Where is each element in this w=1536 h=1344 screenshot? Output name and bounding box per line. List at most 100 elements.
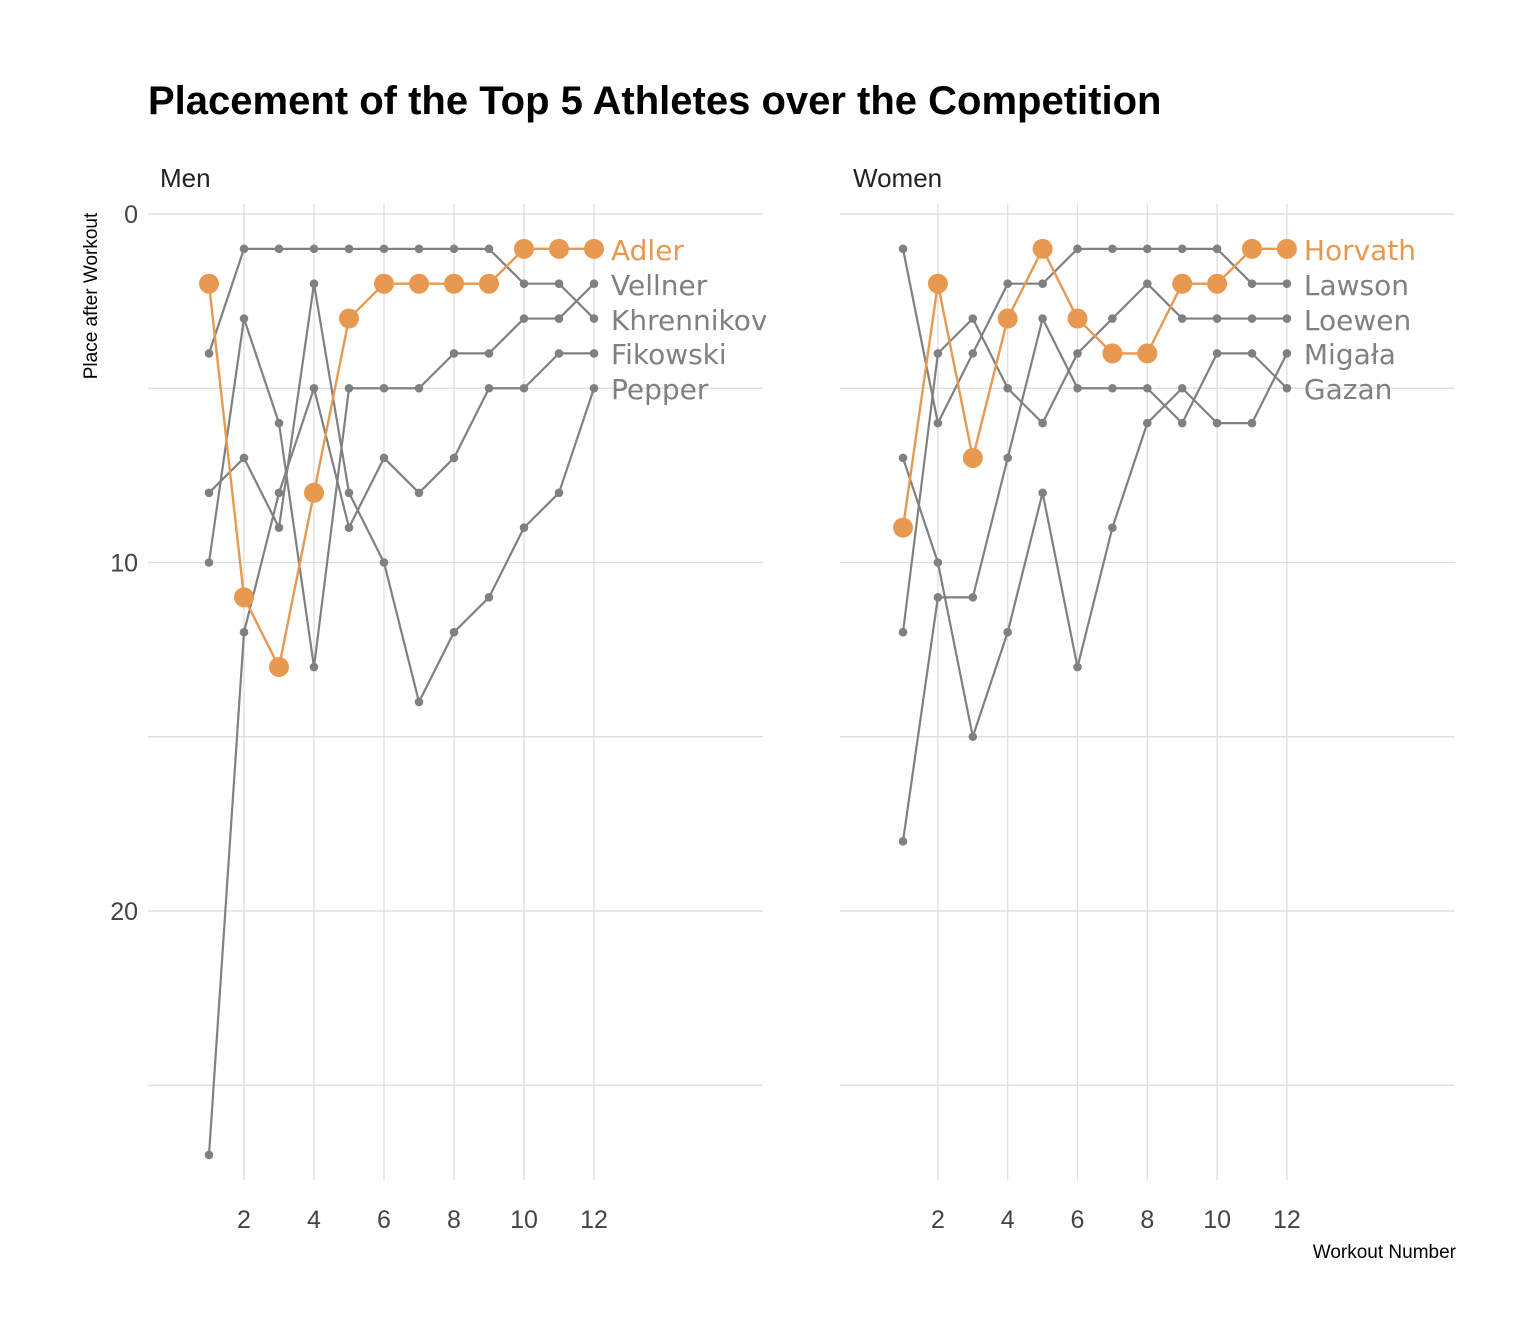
series-fikowski: Fikowski [204, 279, 727, 672]
data-point-horvath [1172, 273, 1193, 294]
data-point-gazan [1212, 349, 1222, 358]
data-point-horvath [962, 447, 983, 468]
data-point-khrennikov [204, 488, 214, 498]
data-point-gazan [1038, 314, 1047, 323]
data-point-loewen [898, 627, 908, 637]
plot-layer: Men 2 4 6 8 10 12 0 10 20 VellnerKhrennikovFikowsk… [110, 163, 1455, 1234]
data-point-gazan [1282, 383, 1292, 393]
data-point-fikowski [449, 349, 459, 358]
x-tick-label: 12 [580, 1206, 608, 1234]
data-point-gazan [968, 593, 978, 602]
data-point-gazan [933, 593, 943, 602]
x-tick-label: 10 [1203, 1206, 1231, 1234]
series-khrennikov: Khrennikov [204, 279, 767, 707]
data-point-lawson [1003, 279, 1012, 289]
data-point-horvath [997, 308, 1018, 329]
series-gazan: Gazan [898, 314, 1392, 846]
data-point-lawson [1282, 279, 1292, 289]
data-point-lawson [1143, 244, 1152, 254]
data-point-horvath [927, 273, 948, 294]
data-point-adler [549, 238, 569, 259]
athlete-label-fikowski: Fikowski [611, 338, 727, 371]
data-point-pepper [379, 453, 389, 463]
x-axis-label: Workout Number [1313, 1242, 1457, 1263]
athlete-label-horvath: Horvath [1304, 234, 1416, 267]
data-point-adler [444, 273, 464, 294]
y-axis-label: Place after Workout [81, 212, 102, 379]
data-point-khrennikov [414, 697, 424, 707]
data-point-adler [339, 308, 359, 329]
facet-title-women: Women [853, 163, 942, 193]
data-point-miga-a [1038, 488, 1047, 498]
chart-title: Placement of the Top 5 Athletes over the… [148, 79, 1161, 123]
data-point-horvath [1032, 238, 1053, 259]
data-point-vellner [239, 244, 249, 254]
athlete-label-khrennikov: Khrennikov [611, 304, 767, 337]
series-line-pepper [207, 352, 594, 1156]
data-point-horvath [893, 517, 913, 538]
series-line-khrennikov [208, 282, 596, 704]
data-point-pepper [344, 523, 354, 532]
data-point-adler [199, 273, 219, 294]
athlete-label-gazan: Gazan [1304, 373, 1392, 406]
data-point-vellner [484, 244, 494, 254]
data-point-khrennikov [554, 488, 564, 498]
series-line-gazan [901, 317, 1288, 842]
data-point-horvath [1207, 273, 1228, 294]
data-point-loewen [1003, 383, 1012, 393]
data-point-khrennikov [274, 523, 284, 532]
data-point-khrennikov [309, 279, 319, 289]
data-point-horvath [1242, 238, 1262, 259]
data-point-fikowski [239, 314, 249, 323]
data-point-vellner [274, 244, 284, 254]
data-point-lawson [1177, 244, 1187, 254]
data-point-fikowski [379, 383, 389, 393]
data-point-gazan [1247, 349, 1257, 358]
series-line-miga-a [901, 352, 1288, 738]
data-point-fikowski [484, 349, 494, 358]
data-point-adler [269, 657, 289, 678]
data-point-loewen [1038, 418, 1047, 428]
data-point-khrennikov [344, 488, 354, 498]
data-point-khrennikov [519, 523, 529, 532]
data-point-pepper [414, 488, 424, 498]
series-miga-a: Migała [898, 338, 1396, 742]
data-point-khrennikov [589, 383, 599, 393]
data-point-miga-a [1247, 418, 1257, 428]
data-point-lawson [1038, 279, 1047, 289]
athlete-label-miga-a: Migała [1304, 338, 1396, 371]
data-point-vellner [554, 279, 564, 289]
data-point-adler [479, 273, 499, 294]
data-point-pepper [484, 383, 494, 393]
series-horvath: Horvath [893, 234, 1416, 538]
x-tick-label: 6 [377, 1206, 391, 1234]
data-point-horvath [1276, 238, 1297, 259]
athlete-label-vellner: Vellner [611, 269, 708, 302]
data-point-loewen [1282, 314, 1292, 323]
x-tick-label: 8 [1140, 1206, 1154, 1234]
data-point-loewen [1247, 314, 1257, 323]
data-point-miga-a [1143, 418, 1152, 428]
data-point-loewen [1212, 314, 1222, 323]
data-point-miga-a [1177, 383, 1187, 393]
data-point-pepper [204, 1150, 214, 1160]
data-point-vellner [309, 244, 319, 254]
data-point-pepper [449, 453, 459, 463]
data-point-vellner [379, 244, 389, 254]
series-vellner: Vellner [204, 244, 708, 358]
data-point-miga-a [1282, 349, 1292, 358]
data-point-lawson [1108, 244, 1117, 254]
data-point-adler [374, 273, 394, 294]
data-point-gazan [1177, 418, 1187, 428]
data-point-pepper [519, 383, 529, 393]
x-tick-label: 2 [931, 1206, 945, 1234]
data-point-loewen [1177, 314, 1187, 323]
data-point-lawson [1073, 244, 1082, 254]
data-point-vellner [449, 244, 459, 254]
data-point-miga-a [1212, 418, 1222, 428]
series-lawson: Lawson [898, 244, 1409, 428]
data-point-adler [304, 482, 324, 503]
data-point-fikowski [414, 383, 424, 393]
